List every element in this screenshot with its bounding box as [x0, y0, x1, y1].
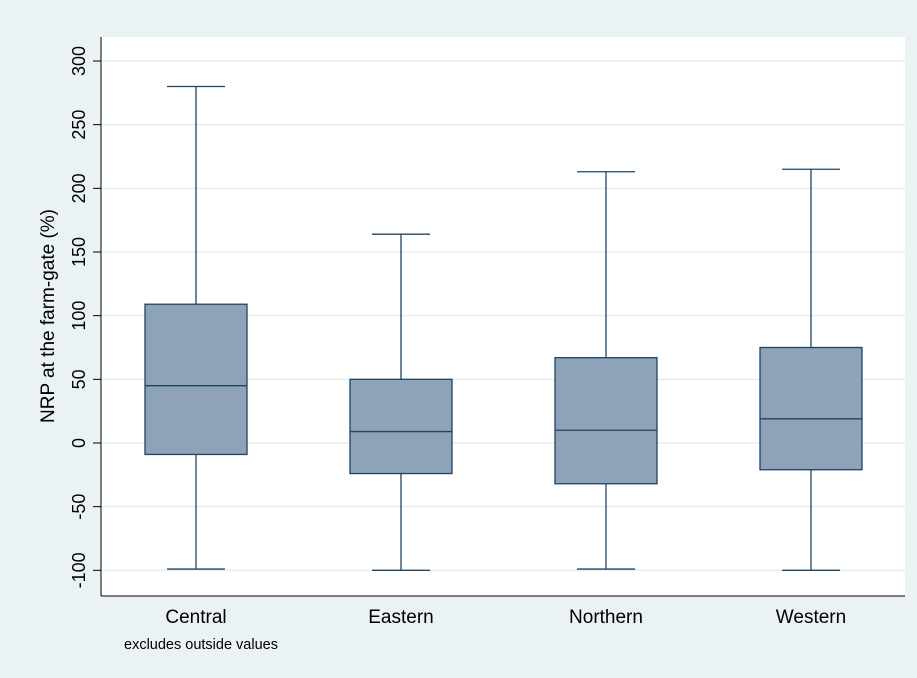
- y-tick-label: 150: [69, 237, 89, 267]
- iqr-box: [759, 346, 863, 471]
- y-tick-label: 50: [69, 369, 89, 389]
- category-label: Western: [776, 607, 846, 628]
- y-tick-label: 200: [69, 173, 89, 203]
- category-label: Eastern: [368, 607, 433, 628]
- iqr-box: [144, 303, 248, 456]
- y-axis-title: NRP at the farm-gate (%): [38, 209, 59, 423]
- iqr-box: [349, 378, 453, 475]
- category-label: Central: [165, 607, 226, 628]
- y-tick-label: -100: [69, 552, 89, 588]
- y-tick-label: 0: [69, 438, 89, 448]
- y-tick-label: 100: [69, 301, 89, 331]
- box-central: [144, 85, 248, 570]
- iqr-box: [554, 357, 658, 485]
- box-eastern: [349, 233, 453, 571]
- y-tick-label: 300: [69, 46, 89, 76]
- y-tick-label: 250: [69, 110, 89, 140]
- boxes: [144, 85, 863, 571]
- y-tick-label: -50: [69, 494, 89, 520]
- box-western: [759, 168, 863, 571]
- category-labels: Central Eastern Northern Western: [165, 607, 846, 628]
- chart-note: excludes outside values: [124, 637, 278, 653]
- y-axis: -100 -50 0 50 100 150 200 250 300: [69, 37, 905, 597]
- category-label: Northern: [569, 607, 643, 628]
- box-northern: [554, 171, 658, 570]
